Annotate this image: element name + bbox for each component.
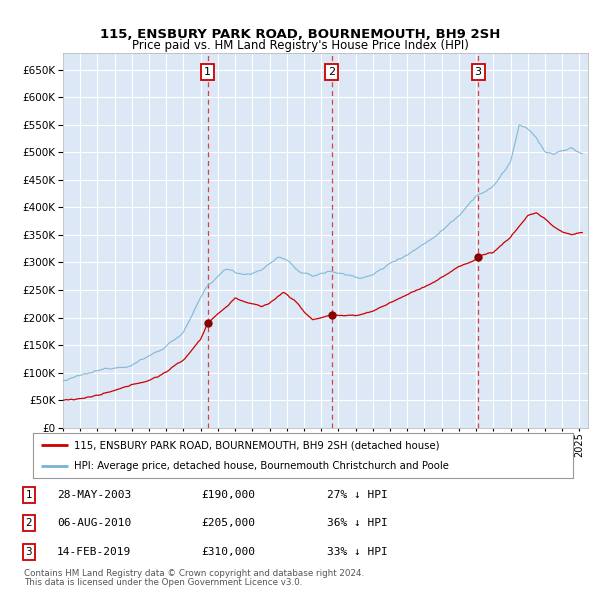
Text: £205,000: £205,000 xyxy=(201,519,255,528)
Text: 3: 3 xyxy=(25,547,32,556)
Text: 1: 1 xyxy=(25,490,32,500)
Text: £190,000: £190,000 xyxy=(201,490,255,500)
Text: £310,000: £310,000 xyxy=(201,547,255,556)
Text: 1: 1 xyxy=(204,67,211,77)
Text: This data is licensed under the Open Government Licence v3.0.: This data is licensed under the Open Gov… xyxy=(24,578,302,587)
Text: 115, ENSBURY PARK ROAD, BOURNEMOUTH, BH9 2SH: 115, ENSBURY PARK ROAD, BOURNEMOUTH, BH9… xyxy=(100,28,500,41)
Text: 2: 2 xyxy=(25,519,32,528)
Text: 28-MAY-2003: 28-MAY-2003 xyxy=(57,490,131,500)
Text: 2: 2 xyxy=(328,67,335,77)
Text: 115, ENSBURY PARK ROAD, BOURNEMOUTH, BH9 2SH (detached house): 115, ENSBURY PARK ROAD, BOURNEMOUTH, BH9… xyxy=(74,440,439,450)
Text: Price paid vs. HM Land Registry's House Price Index (HPI): Price paid vs. HM Land Registry's House … xyxy=(131,39,469,52)
Text: 06-AUG-2010: 06-AUG-2010 xyxy=(57,519,131,528)
Text: 27% ↓ HPI: 27% ↓ HPI xyxy=(327,490,388,500)
Text: HPI: Average price, detached house, Bournemouth Christchurch and Poole: HPI: Average price, detached house, Bour… xyxy=(74,461,448,471)
Text: 3: 3 xyxy=(475,67,482,77)
Text: 36% ↓ HPI: 36% ↓ HPI xyxy=(327,519,388,528)
Text: 33% ↓ HPI: 33% ↓ HPI xyxy=(327,547,388,556)
Text: 14-FEB-2019: 14-FEB-2019 xyxy=(57,547,131,556)
Text: Contains HM Land Registry data © Crown copyright and database right 2024.: Contains HM Land Registry data © Crown c… xyxy=(24,569,364,578)
